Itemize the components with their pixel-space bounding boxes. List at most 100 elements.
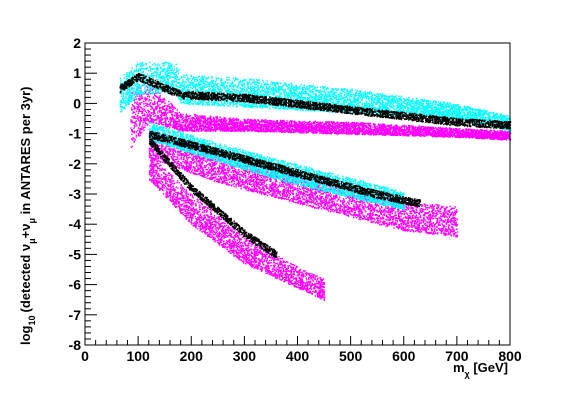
scatter-point	[151, 112, 152, 113]
scatter-point	[419, 125, 420, 126]
scatter-point	[173, 126, 174, 127]
scatter-point	[383, 128, 384, 129]
scatter-point	[282, 132, 283, 133]
scatter-point	[403, 135, 404, 136]
scatter-point	[475, 130, 476, 131]
scatter-point	[225, 131, 226, 132]
scatter-point	[203, 126, 204, 127]
scatter-point	[452, 136, 453, 137]
scatter-point	[200, 119, 201, 120]
scatter-point	[372, 126, 373, 127]
scatter-point	[477, 134, 478, 135]
scatter-point	[228, 128, 229, 129]
scatter-point	[409, 125, 410, 126]
scatter-point	[460, 135, 461, 136]
scatter-point	[471, 137, 472, 138]
scatter-point	[139, 125, 140, 126]
scatter-point	[293, 126, 294, 127]
scatter-point	[172, 105, 173, 106]
scatter-point	[163, 101, 164, 102]
scatter-point	[412, 130, 413, 131]
scatter-point	[165, 126, 166, 127]
scatter-point	[139, 124, 140, 125]
scatter-point	[174, 119, 175, 120]
scatter-point	[404, 129, 405, 130]
scatter-point	[272, 125, 273, 126]
scatter-point	[197, 129, 198, 130]
scatter-point	[177, 121, 178, 122]
scatter-point	[221, 119, 222, 120]
scatter-point	[436, 133, 437, 134]
scatter-point	[277, 127, 278, 128]
scatter-point	[135, 114, 136, 115]
scatter-point	[322, 122, 323, 123]
scatter-point	[352, 122, 353, 123]
scatter-point	[187, 130, 188, 131]
scatter-point	[150, 102, 151, 103]
scatter-point	[143, 101, 144, 102]
scatter-point	[155, 123, 156, 124]
scatter-point	[251, 130, 252, 131]
scatter-point	[436, 135, 437, 136]
scatter-point	[340, 126, 341, 127]
scatter-point	[275, 130, 276, 131]
scatter-point	[427, 129, 428, 130]
scatter-point	[406, 135, 407, 136]
scatter-point	[207, 119, 208, 120]
scatter-point	[501, 138, 502, 139]
scatter-point	[335, 132, 336, 133]
scatter-point	[391, 134, 392, 135]
scatter-point	[353, 130, 354, 131]
scatter-point	[419, 134, 420, 135]
scatter-point	[136, 131, 137, 132]
scatter-point	[408, 135, 409, 136]
scatter-point	[225, 118, 226, 119]
scatter-point	[356, 122, 357, 123]
scatter-point	[247, 130, 248, 131]
scatter-point	[329, 122, 330, 123]
scatter-point	[197, 121, 198, 122]
scatter-point	[159, 111, 160, 112]
scatter-point	[311, 128, 312, 129]
scatter-point	[328, 124, 329, 125]
scatter-point	[470, 133, 471, 134]
scatter-point	[479, 133, 480, 134]
scatter-point	[375, 128, 376, 129]
scatter-point	[204, 117, 205, 118]
scatter-point	[141, 126, 142, 127]
scatter-point	[166, 108, 167, 109]
scatter-point	[216, 125, 217, 126]
scatter-point	[490, 137, 491, 138]
scatter-point	[196, 118, 197, 119]
scatter-point	[256, 126, 257, 127]
scatter-point	[309, 121, 310, 122]
scatter-point	[183, 117, 184, 118]
scatter-point	[281, 121, 282, 122]
scatter-point	[199, 119, 200, 120]
scatter-point	[310, 129, 311, 130]
scatter-point	[268, 128, 269, 129]
scatter-point	[356, 123, 357, 124]
scatter-point	[168, 101, 169, 102]
scatter-point	[309, 127, 310, 128]
scatter-point	[192, 127, 193, 128]
scatter-point	[422, 131, 423, 132]
scatter-point	[244, 130, 245, 131]
scatter-point	[180, 125, 181, 126]
scatter-point	[282, 127, 283, 128]
scatter-point	[341, 130, 342, 131]
scatter-point	[178, 126, 179, 127]
scatter-point	[410, 126, 411, 127]
scatter-point	[239, 125, 240, 126]
scatter-point	[433, 128, 434, 129]
scatter-point	[312, 128, 313, 129]
scatter-point	[265, 124, 266, 125]
scatter-point	[292, 129, 293, 130]
scatter-point	[296, 123, 297, 124]
scatter-point	[197, 122, 198, 123]
scatter-point	[497, 130, 498, 131]
scatter-point	[208, 124, 209, 125]
scatter-point	[352, 125, 353, 126]
scatter-point	[314, 125, 315, 126]
scatter-point	[443, 133, 444, 134]
